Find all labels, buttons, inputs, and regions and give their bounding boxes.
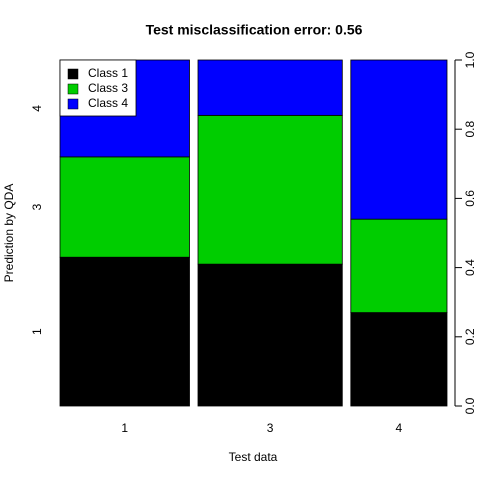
- mosaic-tile: [350, 312, 448, 407]
- y2-tick-label: 0.4: [463, 259, 477, 276]
- legend-label: Class 1: [88, 66, 128, 80]
- y2-tick-label: 0.6: [463, 190, 477, 207]
- legend-label: Class 3: [88, 81, 128, 95]
- y2-tick-label: 0.0: [463, 397, 477, 414]
- y-tick-label: 4: [30, 105, 44, 112]
- y2-tick-label: 0.8: [463, 121, 477, 138]
- mosaic-tile: [59, 156, 190, 258]
- legend-swatch: [67, 68, 79, 80]
- mosaic-tile: [197, 114, 343, 265]
- legend-swatch: [67, 98, 79, 110]
- x-axis-label: Test data: [229, 450, 278, 464]
- mosaic-tile: [350, 59, 448, 220]
- x-tick-label: 4: [396, 421, 403, 435]
- legend-label: Class 4: [88, 96, 128, 110]
- chart-title: Test misclassification error: 0.56: [146, 22, 363, 38]
- mosaic-tile: [59, 256, 190, 407]
- x-tick-label: 1: [121, 421, 128, 435]
- mosaic-tile: [350, 218, 448, 313]
- x-tick-label: 3: [267, 421, 274, 435]
- y-tick-label: 3: [30, 203, 44, 210]
- mosaic-tile: [197, 59, 343, 116]
- mosaic-tile: [197, 263, 343, 407]
- y2-tick-label: 0.2: [463, 328, 477, 345]
- legend-swatch: [67, 83, 79, 95]
- y-axis-label: Prediction by QDA: [2, 184, 16, 283]
- y-tick-label: 1: [30, 328, 44, 335]
- y2-tick-label: 1.0: [463, 51, 477, 68]
